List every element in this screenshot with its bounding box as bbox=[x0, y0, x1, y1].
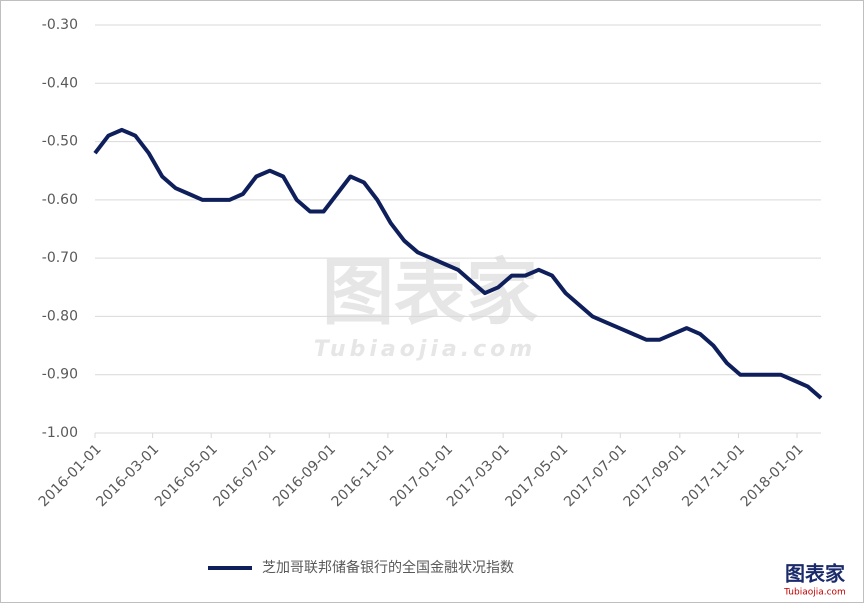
y-tick-label: -0.80 bbox=[42, 308, 78, 324]
y-tick-label: -0.90 bbox=[42, 367, 78, 383]
logo-url: Tubiaojia.com bbox=[783, 588, 846, 598]
y-tick-label: -0.70 bbox=[42, 250, 78, 266]
watermark-url: Tubiaojia.com bbox=[314, 337, 536, 362]
line bbox=[93, 127, 823, 400]
y-tick-label: -0.40 bbox=[42, 75, 78, 91]
watermark: 图表家 bbox=[322, 251, 538, 335]
legend-label: 芝加哥联邦储备银行的全国金融状况指数 bbox=[262, 559, 514, 576]
logo: 图表家 bbox=[785, 562, 846, 586]
y-tick-label: -0.30 bbox=[42, 17, 78, 33]
y-tick-label: -0.60 bbox=[42, 192, 78, 208]
y-tick-label: -1.00 bbox=[42, 425, 78, 441]
y-tick-label: -0.50 bbox=[42, 134, 78, 150]
